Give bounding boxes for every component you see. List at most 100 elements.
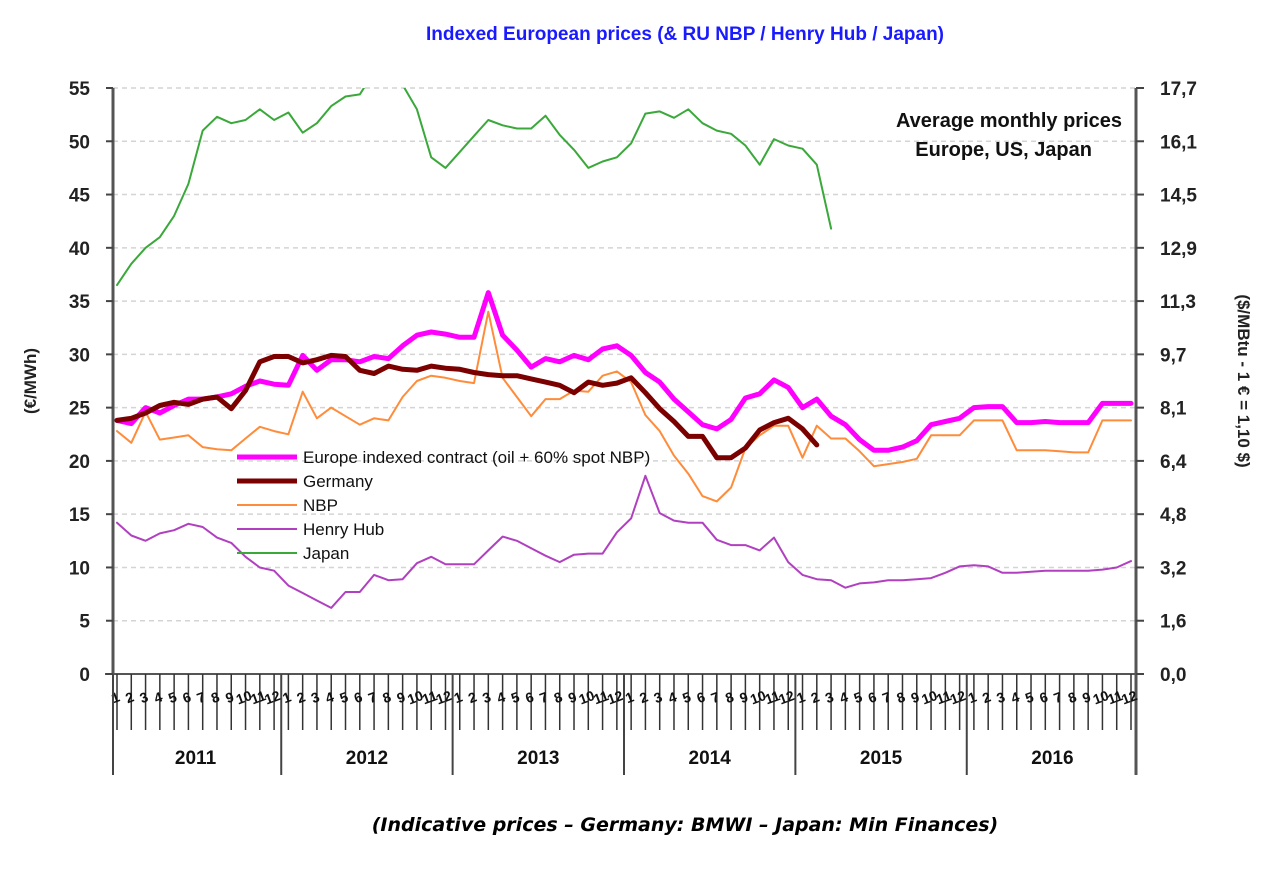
x-month-label: 3 [309,688,322,706]
x-month-label: 12 [1119,687,1139,707]
x-month-label: 3 [480,688,493,706]
x-month-label: 8 [1066,688,1079,706]
legend-label: NBP [303,496,338,515]
x-month-label: 2 [637,688,650,706]
y-tick-label-right: 8,1 [1160,399,1187,420]
x-month-label: 12 [605,687,625,707]
x-month-label: 10 [577,687,597,707]
y-tick-label-right: 17,7 [1160,79,1197,100]
y-tick-label-left: 50 [69,132,90,153]
y-tick-label-left: 40 [69,239,90,260]
x-month-label: 10 [919,687,939,707]
x-month-label: 7 [709,688,722,706]
y-tick-label-left: 5 [79,612,90,633]
x-month-label: 6 [694,688,707,706]
x-month-label: 4 [837,688,850,706]
x-month-label: 6 [523,688,536,706]
gridlines [113,87,1136,622]
series-line-henry-hub [116,474,1132,609]
legend: Europe indexed contract (oil + 60% spot … [237,448,650,563]
x-month-label: 12 [434,687,454,707]
x-year-label: 2012 [346,748,388,769]
legend-label: Japan [303,544,349,563]
x-month-label: 6 [866,688,879,706]
x-month-label: 4 [666,688,679,706]
series-line-japan [116,88,833,287]
axes [105,88,1138,775]
x-month-label: 10 [748,687,768,707]
x-month-label: 11 [1105,687,1125,707]
y-axis-left-title: (€/MWh) [21,348,40,414]
series-line-nbp [116,310,1132,503]
annotation-line-1: Average monthly prices [896,110,1122,132]
x-month-label: 11 [934,687,954,707]
x-month-label: 9 [737,688,750,706]
x-month-label: 7 [195,688,208,706]
x-month-label: 8 [723,688,736,706]
x-month-label: 9 [909,688,922,706]
x-month-label: 4 [323,688,336,706]
x-year-label: 2011 [175,748,217,769]
y-tick-label-right: 14,5 [1160,186,1197,207]
x-month-label: 1 [109,688,122,706]
x-month-label: 7 [1051,688,1064,706]
x-month-label: 5 [852,688,865,706]
x-month-label: 11 [420,687,440,707]
x-month-label: 7 [880,688,893,706]
x-month-label: 9 [395,688,408,706]
y-tick-label-left: 20 [69,452,90,473]
x-month-label: 12 [776,687,796,707]
x-month-label: 8 [552,688,565,706]
x-month-label: 10 [1091,687,1111,707]
x-month-label: 2 [809,688,822,706]
x-month-label: 6 [180,688,193,706]
x-month-label: 9 [1080,688,1093,706]
x-year-label: 2015 [860,748,903,769]
y-tick-label-right: 11,3 [1160,292,1196,313]
x-year-label: 2014 [689,748,732,769]
x-month-label: 2 [123,688,136,706]
y-tick-label-right: 3,2 [1160,558,1186,579]
y-tick-label-left: 45 [69,186,91,207]
x-month-label: 5 [337,688,350,706]
y-tick-label-left: 10 [69,558,90,579]
x-month-label: 3 [137,688,150,706]
x-month-label: 4 [494,688,507,706]
y-tick-label-right: 4,8 [1160,505,1186,526]
x-month-label: 11 [591,687,611,707]
x-month-label: 2 [295,688,308,706]
x-year-label: 2016 [1031,748,1073,769]
series-line-germany [114,352,820,461]
x-month-label: 5 [166,688,179,706]
legend-label: Europe indexed contract (oil + 60% spot … [303,448,650,467]
y-tick-label-right: 0,0 [1160,665,1186,686]
x-month-label: 12 [948,687,968,707]
y-tick-label-left: 0 [79,665,90,686]
legend-label: Henry Hub [303,520,384,539]
y-axis-right-title: ($/MBtu - 1 € = 1,10 $) [1234,294,1253,467]
x-month-label: 5 [509,688,522,706]
x-month-label: 10 [234,687,254,707]
x-month-label: 11 [763,687,783,707]
x-month-label: 2 [466,688,479,706]
x-month-label: 4 [152,688,165,706]
x-month-label: 8 [894,688,907,706]
x-month-label: 12 [262,687,282,707]
y-axis-left-ticks: 0 5 10 15 20 25 30 35 40 45 50 55 [69,79,113,686]
chart-title: Indexed European prices (& RU NBP / Henr… [425,24,945,45]
series-lines [114,88,1134,609]
x-month-label: 4 [1009,688,1022,706]
y-tick-label-left: 35 [69,292,91,313]
series-line-europe-indexed-contract-oil-60-spot-nbp [114,290,1134,453]
x-month-label: 9 [566,688,579,706]
x-month-label: 6 [1037,688,1050,706]
y-tick-label-left: 30 [69,345,90,366]
x-month-label: 9 [223,688,236,706]
y-tick-label-left: 55 [69,79,91,100]
x-month-label: 5 [680,688,693,706]
legend-label: Germany [303,472,373,491]
x-month-label: 2 [980,688,993,706]
annotation-line-2: Europe, US, Japan [915,139,1092,161]
